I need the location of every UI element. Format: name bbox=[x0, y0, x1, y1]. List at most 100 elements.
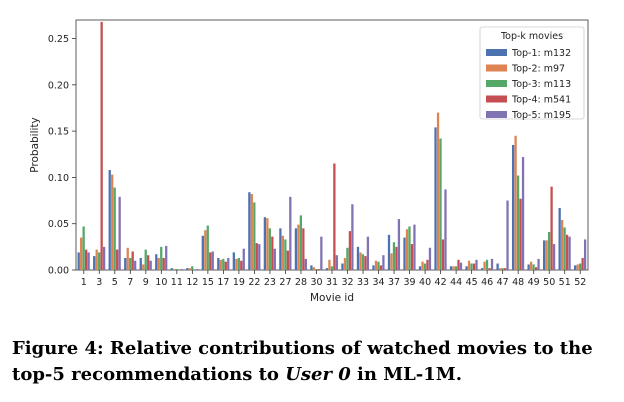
bar bbox=[165, 245, 168, 270]
bar bbox=[160, 246, 163, 270]
bar bbox=[204, 230, 207, 270]
bar bbox=[490, 258, 494, 270]
x-tick-label: 12 bbox=[186, 277, 198, 288]
x-tick-label: 19 bbox=[233, 277, 245, 288]
bar bbox=[312, 267, 316, 270]
caption-text: Figure 4: Relative contributions of watc… bbox=[12, 338, 593, 385]
bar bbox=[149, 260, 152, 270]
bar bbox=[335, 255, 339, 270]
bar bbox=[397, 219, 401, 270]
x-tick-label: 37 bbox=[388, 277, 400, 288]
bar-chart: 0.00 0.05 0.10 0.15 0.20 0.25 1 3 5 7 9 10 11 12 15 17… bbox=[29, 19, 589, 304]
bar bbox=[379, 265, 383, 270]
bar bbox=[387, 234, 391, 270]
bar bbox=[521, 157, 525, 270]
bar bbox=[405, 229, 409, 270]
bar bbox=[439, 138, 442, 270]
x-tick-label: 51 bbox=[559, 277, 571, 288]
x-tick-label: 50 bbox=[543, 277, 555, 288]
x-tick-label: 7 bbox=[127, 277, 133, 288]
x-tick-label: 28 bbox=[295, 277, 307, 288]
bar bbox=[581, 257, 584, 270]
bar bbox=[82, 226, 85, 270]
bar bbox=[351, 204, 354, 270]
bar bbox=[390, 253, 393, 270]
x-tick-label: 30 bbox=[310, 277, 322, 288]
bar bbox=[147, 255, 150, 270]
y-tick-label: 0.25 bbox=[48, 34, 69, 45]
bar bbox=[100, 21, 103, 270]
x-tick-label: 23 bbox=[264, 277, 276, 288]
y-axis-label: Probability bbox=[29, 117, 41, 173]
x-tick-label: 45 bbox=[466, 277, 478, 288]
y-tick-label: 0.20 bbox=[48, 80, 69, 91]
y-tick-label: 0.00 bbox=[48, 266, 69, 277]
legend-label: Top-4: m541 bbox=[511, 95, 571, 106]
bar bbox=[242, 248, 245, 270]
x-tick-label: 27 bbox=[279, 277, 291, 288]
bar bbox=[529, 261, 533, 270]
bar bbox=[454, 266, 458, 270]
bar bbox=[124, 257, 127, 270]
bar bbox=[240, 260, 243, 270]
bar bbox=[356, 246, 360, 270]
bar bbox=[266, 218, 269, 270]
bar bbox=[537, 258, 540, 270]
bar bbox=[111, 174, 114, 270]
bar bbox=[325, 268, 329, 270]
bar bbox=[263, 217, 267, 270]
bar bbox=[348, 231, 352, 270]
bar bbox=[201, 235, 204, 270]
bar bbox=[173, 269, 176, 270]
bar bbox=[574, 265, 577, 270]
bar bbox=[498, 268, 502, 270]
bar bbox=[485, 259, 489, 270]
bar bbox=[196, 269, 199, 270]
x-tick-label: 49 bbox=[528, 277, 540, 288]
bar bbox=[284, 239, 287, 270]
y-tick-label: 0.15 bbox=[48, 127, 69, 138]
bar bbox=[129, 257, 132, 270]
bar bbox=[506, 200, 509, 270]
bar bbox=[227, 257, 230, 270]
bar bbox=[317, 269, 321, 270]
bar bbox=[206, 225, 209, 270]
bar bbox=[563, 227, 566, 270]
bar bbox=[102, 246, 106, 270]
bar bbox=[237, 257, 240, 270]
bar bbox=[413, 224, 416, 270]
bar bbox=[475, 259, 478, 270]
legend-swatch bbox=[486, 95, 507, 103]
bar bbox=[341, 263, 344, 270]
x-tick-label: 40 bbox=[419, 277, 431, 288]
bar bbox=[410, 244, 414, 270]
bar bbox=[568, 236, 571, 270]
bar bbox=[87, 252, 90, 270]
bar bbox=[224, 261, 227, 270]
bar bbox=[552, 244, 556, 270]
figure-caption: Figure 4: Relative contributions of watc… bbox=[12, 336, 618, 388]
bar bbox=[408, 226, 411, 270]
bar bbox=[209, 252, 212, 270]
legend-label: Top-2: m97 bbox=[511, 64, 565, 75]
bar bbox=[392, 242, 396, 270]
bar bbox=[232, 252, 235, 270]
bar bbox=[77, 252, 80, 270]
bar bbox=[131, 251, 134, 270]
x-tick-label: 9 bbox=[143, 277, 149, 288]
bar bbox=[170, 268, 173, 270]
bar bbox=[403, 237, 406, 270]
bar bbox=[444, 189, 447, 270]
bar bbox=[470, 263, 473, 270]
bar bbox=[302, 228, 305, 270]
legend-title: Top-k movies bbox=[500, 31, 563, 42]
bar bbox=[219, 259, 222, 270]
bar bbox=[449, 266, 453, 270]
bar bbox=[330, 266, 334, 270]
bar bbox=[421, 261, 424, 270]
bar bbox=[395, 246, 398, 270]
x-tick-label: 15 bbox=[202, 277, 214, 288]
bar bbox=[565, 234, 569, 270]
x-tick-label: 22 bbox=[248, 277, 260, 288]
bar bbox=[248, 192, 251, 270]
